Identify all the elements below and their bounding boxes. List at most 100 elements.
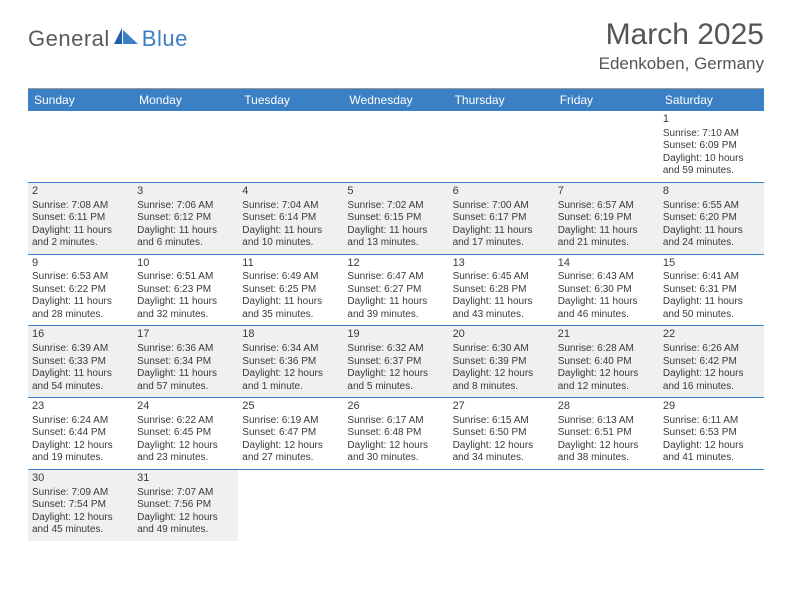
- calendar-cell-empty: [133, 111, 238, 182]
- cell-line-day2: and 10 minutes.: [242, 237, 339, 250]
- cell-line-sunset: Sunset: 6:14 PM: [242, 212, 339, 225]
- cell-line-sunrise: Sunrise: 7:06 AM: [137, 200, 234, 213]
- calendar-cell: 13Sunrise: 6:45 AMSunset: 6:28 PMDayligh…: [449, 255, 554, 326]
- day-number: 18: [242, 328, 339, 342]
- calendar-cell: 4Sunrise: 7:04 AMSunset: 6:14 PMDaylight…: [238, 183, 343, 254]
- calendar-cell: 2Sunrise: 7:08 AMSunset: 6:11 PMDaylight…: [28, 183, 133, 254]
- cell-line-day2: and 17 minutes.: [453, 237, 550, 250]
- cell-line-day1: Daylight: 11 hours: [32, 225, 129, 238]
- cell-line-sunrise: Sunrise: 6:53 AM: [32, 271, 129, 284]
- calendar-cell: 12Sunrise: 6:47 AMSunset: 6:27 PMDayligh…: [343, 255, 448, 326]
- weeks-container: 1Sunrise: 7:10 AMSunset: 6:09 PMDaylight…: [28, 111, 764, 541]
- cell-line-day2: and 16 minutes.: [663, 381, 760, 394]
- cell-line-sunset: Sunset: 6:39 PM: [453, 356, 550, 369]
- cell-line-sunset: Sunset: 6:47 PM: [242, 427, 339, 440]
- title-block: March 2025 Edenkoben, Germany: [599, 18, 764, 74]
- cell-line-sunset: Sunset: 6:15 PM: [347, 212, 444, 225]
- cell-line-sunset: Sunset: 6:25 PM: [242, 284, 339, 297]
- cell-line-sunrise: Sunrise: 7:08 AM: [32, 200, 129, 213]
- cell-line-sunset: Sunset: 6:50 PM: [453, 427, 550, 440]
- cell-line-sunset: Sunset: 6:20 PM: [663, 212, 760, 225]
- cell-line-sunrise: Sunrise: 6:39 AM: [32, 343, 129, 356]
- day-number: 19: [347, 328, 444, 342]
- calendar-cell-empty: [343, 111, 448, 182]
- day-number: 17: [137, 328, 234, 342]
- calendar-cell-empty: [554, 470, 659, 541]
- cell-line-sunset: Sunset: 6:53 PM: [663, 427, 760, 440]
- day-number: 1: [663, 113, 760, 127]
- cell-line-day1: Daylight: 12 hours: [347, 368, 444, 381]
- cell-line-day2: and 39 minutes.: [347, 309, 444, 322]
- day-number: 28: [558, 400, 655, 414]
- cell-line-day2: and 59 minutes.: [663, 165, 760, 178]
- day-number: 4: [242, 185, 339, 199]
- cell-line-day1: Daylight: 11 hours: [558, 296, 655, 309]
- cell-line-sunset: Sunset: 6:44 PM: [32, 427, 129, 440]
- calendar-cell: 22Sunrise: 6:26 AMSunset: 6:42 PMDayligh…: [659, 326, 764, 397]
- cell-line-day2: and 46 minutes.: [558, 309, 655, 322]
- cell-line-sunset: Sunset: 6:36 PM: [242, 356, 339, 369]
- day-number: 10: [137, 257, 234, 271]
- calendar-cell: 20Sunrise: 6:30 AMSunset: 6:39 PMDayligh…: [449, 326, 554, 397]
- calendar-cell-empty: [659, 470, 764, 541]
- cell-line-sunrise: Sunrise: 7:09 AM: [32, 487, 129, 500]
- calendar-cell: 23Sunrise: 6:24 AMSunset: 6:44 PMDayligh…: [28, 398, 133, 469]
- page-header: General Blue March 2025 Edenkoben, Germa…: [0, 0, 792, 82]
- cell-line-day1: Daylight: 11 hours: [558, 225, 655, 238]
- day-number: 22: [663, 328, 760, 342]
- cell-line-day1: Daylight: 11 hours: [32, 368, 129, 381]
- calendar-cell-empty: [28, 111, 133, 182]
- cell-line-sunrise: Sunrise: 6:17 AM: [347, 415, 444, 428]
- calendar-cell-empty: [554, 111, 659, 182]
- cell-line-sunset: Sunset: 6:48 PM: [347, 427, 444, 440]
- cell-line-day2: and 57 minutes.: [137, 381, 234, 394]
- cell-line-day2: and 35 minutes.: [242, 309, 339, 322]
- cell-line-day2: and 38 minutes.: [558, 452, 655, 465]
- cell-line-day2: and 49 minutes.: [137, 524, 234, 537]
- calendar-week: 1Sunrise: 7:10 AMSunset: 6:09 PMDaylight…: [28, 111, 764, 183]
- cell-line-sunrise: Sunrise: 6:51 AM: [137, 271, 234, 284]
- day-number: 29: [663, 400, 760, 414]
- calendar-cell: 30Sunrise: 7:09 AMSunset: 7:54 PMDayligh…: [28, 470, 133, 541]
- cell-line-day2: and 12 minutes.: [558, 381, 655, 394]
- cell-line-sunrise: Sunrise: 6:11 AM: [663, 415, 760, 428]
- cell-line-day2: and 34 minutes.: [453, 452, 550, 465]
- day-header-monday: Monday: [133, 89, 238, 111]
- cell-line-sunset: Sunset: 6:51 PM: [558, 427, 655, 440]
- cell-line-day2: and 27 minutes.: [242, 452, 339, 465]
- day-number: 21: [558, 328, 655, 342]
- cell-line-day2: and 41 minutes.: [663, 452, 760, 465]
- calendar-cell-empty: [238, 470, 343, 541]
- calendar-week: 16Sunrise: 6:39 AMSunset: 6:33 PMDayligh…: [28, 326, 764, 398]
- cell-line-sunrise: Sunrise: 6:32 AM: [347, 343, 444, 356]
- calendar-cell: 8Sunrise: 6:55 AMSunset: 6:20 PMDaylight…: [659, 183, 764, 254]
- calendar-cell: 29Sunrise: 6:11 AMSunset: 6:53 PMDayligh…: [659, 398, 764, 469]
- calendar-cell: 28Sunrise: 6:13 AMSunset: 6:51 PMDayligh…: [554, 398, 659, 469]
- calendar-cell-empty: [449, 470, 554, 541]
- cell-line-day2: and 45 minutes.: [32, 524, 129, 537]
- day-header-wednesday: Wednesday: [343, 89, 448, 111]
- calendar-cell: 9Sunrise: 6:53 AMSunset: 6:22 PMDaylight…: [28, 255, 133, 326]
- cell-line-day1: Daylight: 11 hours: [347, 296, 444, 309]
- cell-line-sunrise: Sunrise: 6:41 AM: [663, 271, 760, 284]
- cell-line-sunrise: Sunrise: 6:45 AM: [453, 271, 550, 284]
- day-number: 27: [453, 400, 550, 414]
- cell-line-sunrise: Sunrise: 7:10 AM: [663, 128, 760, 141]
- day-number: 14: [558, 257, 655, 271]
- day-number: 30: [32, 472, 129, 486]
- cell-line-sunset: Sunset: 6:42 PM: [663, 356, 760, 369]
- calendar-cell: 6Sunrise: 7:00 AMSunset: 6:17 PMDaylight…: [449, 183, 554, 254]
- cell-line-day2: and 19 minutes.: [32, 452, 129, 465]
- day-header-friday: Friday: [554, 89, 659, 111]
- logo: General Blue: [28, 26, 188, 52]
- cell-line-day1: Daylight: 12 hours: [663, 368, 760, 381]
- cell-line-sunrise: Sunrise: 6:28 AM: [558, 343, 655, 356]
- cell-line-sunrise: Sunrise: 6:24 AM: [32, 415, 129, 428]
- cell-line-day2: and 8 minutes.: [453, 381, 550, 394]
- day-number: 12: [347, 257, 444, 271]
- cell-line-sunset: Sunset: 6:34 PM: [137, 356, 234, 369]
- cell-line-sunrise: Sunrise: 6:55 AM: [663, 200, 760, 213]
- calendar-cell: 16Sunrise: 6:39 AMSunset: 6:33 PMDayligh…: [28, 326, 133, 397]
- day-number: 11: [242, 257, 339, 271]
- cell-line-sunset: Sunset: 6:30 PM: [558, 284, 655, 297]
